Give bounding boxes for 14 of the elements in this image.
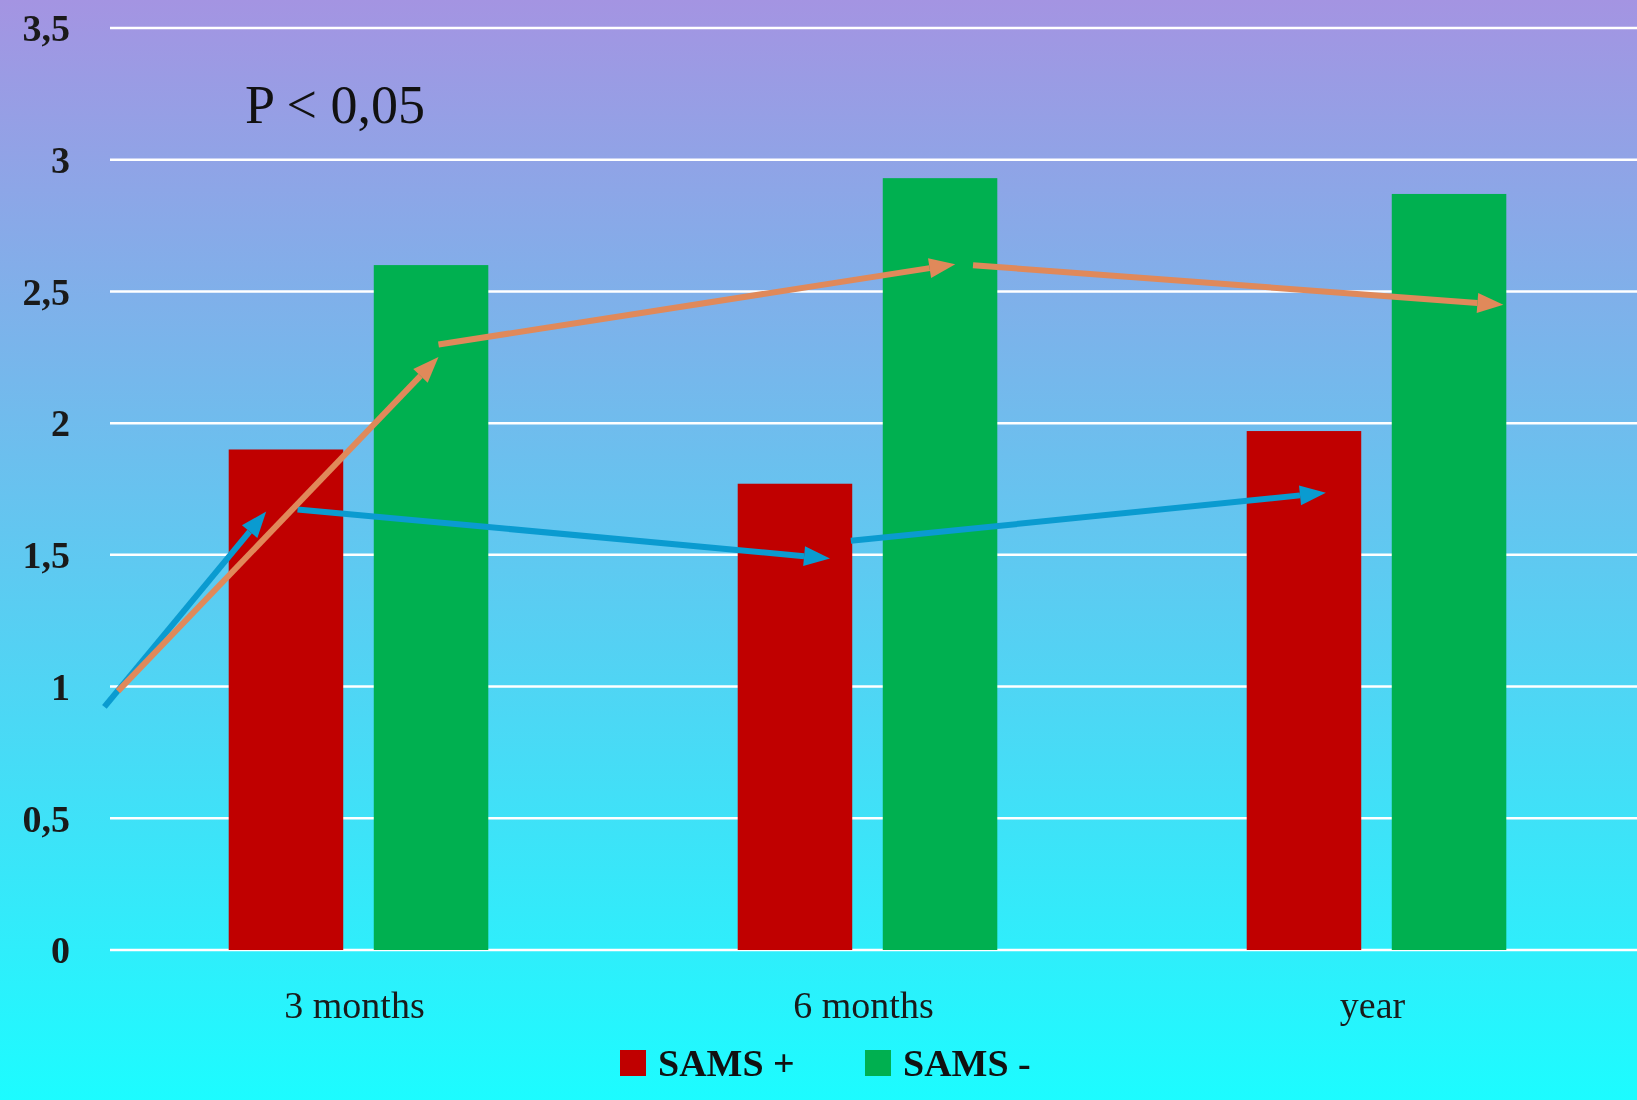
y-tick-label: 3 [51,139,70,182]
legend-label: SAMS + [658,1042,795,1084]
legend-label: SAMS - [903,1042,1031,1084]
x-tick-label: 6 months [793,984,934,1026]
y-tick-label: 3,5 [22,7,70,50]
y-tick-label: 0,5 [22,797,70,840]
y-tick-label: 1,5 [22,534,70,577]
y-tick-label: 2 [51,402,70,445]
x-tick-label: 3 months [284,984,425,1026]
y-tick-label: 1 [51,665,70,708]
x-tick-label: year [1339,984,1406,1026]
y-tick-label: 2,5 [22,270,70,313]
y-tick-label: 0 [51,929,70,972]
annotation: P < 0,05 [245,75,425,135]
